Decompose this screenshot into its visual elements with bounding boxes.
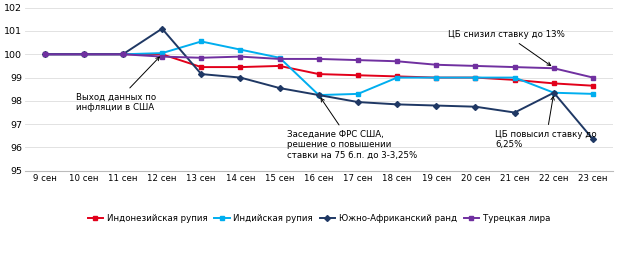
Индонезийская рупия (41, 53, 49, 56)
Индийская рупия (550, 91, 557, 94)
Text: Выход данных по
инфляции в США: Выход данных по инфляции в США (76, 57, 159, 112)
Line: Турецкая лира: Турецкая лира (42, 52, 595, 80)
Южно-Африканский ранд (159, 27, 166, 30)
Индийская рупия (511, 76, 518, 79)
Индийская рупия (393, 76, 401, 79)
Индийская рупия (237, 48, 244, 51)
Южно-Африканский ранд (41, 53, 49, 56)
Line: Индийская рупия: Индийская рупия (42, 39, 595, 97)
Южно-Африканский ранд (354, 100, 361, 103)
Индийская рупия (41, 53, 49, 56)
Южно-Африканский ранд (432, 104, 440, 107)
Индонезийская рупия (119, 53, 127, 56)
Индонезийская рупия (511, 78, 518, 81)
Южно-Африканский ранд (550, 91, 557, 94)
Турецкая лира (471, 64, 479, 68)
Турецкая лира (354, 58, 361, 62)
Южно-Африканский ранд (237, 76, 244, 79)
Индонезийская рупия (315, 73, 323, 76)
Индонезийская рупия (471, 76, 479, 79)
Индийская рупия (159, 51, 166, 55)
Индонезийская рупия (276, 64, 284, 68)
Турецкая лира (432, 63, 440, 66)
Индийская рупия (119, 53, 127, 56)
Южно-Африканский ранд (198, 73, 205, 76)
Text: ЦБ повысил ставку до
6,25%: ЦБ повысил ставку до 6,25% (495, 96, 596, 150)
Индийская рупия (471, 76, 479, 79)
Индийская рупия (354, 92, 361, 95)
Text: ЦБ снизил ставку до 13%: ЦБ снизил ставку до 13% (448, 30, 565, 66)
Индийская рупия (432, 76, 440, 79)
Индийская рупия (276, 56, 284, 59)
Индонезийская рупия (80, 53, 88, 56)
Text: Заседание ФРС США,
решение о повышении
ставки на 75 б.п. до 3-3,25%: Заседание ФРС США, решение о повышении с… (287, 98, 418, 160)
Индийская рупия (80, 53, 88, 56)
Индонезийская рупия (432, 76, 440, 79)
Турецкая лира (159, 55, 166, 58)
Индийская рупия (589, 92, 596, 95)
Индонезийская рупия (393, 75, 401, 78)
Южно-Африканский ранд (589, 138, 596, 141)
Индонезийская рупия (550, 82, 557, 85)
Южно-Африканский ранд (511, 111, 518, 114)
Турецкая лира (315, 57, 323, 61)
Турецкая лира (41, 53, 49, 56)
Южно-Африканский ранд (80, 53, 88, 56)
Индонезийская рупия (354, 74, 361, 77)
Индонезийская рупия (198, 66, 205, 69)
Турецкая лира (550, 67, 557, 70)
Индийская рупия (198, 40, 205, 43)
Южно-Африканский ранд (393, 103, 401, 106)
Южно-Африканский ранд (471, 105, 479, 108)
Турецкая лира (276, 57, 284, 61)
Турецкая лира (589, 76, 596, 79)
Line: Индонезийская рупия: Индонезийская рупия (42, 52, 595, 88)
Турецкая лира (237, 55, 244, 58)
Индонезийская рупия (589, 84, 596, 87)
Южно-Африканский ранд (276, 87, 284, 90)
Турецкая лира (80, 53, 88, 56)
Legend: Индонезийская рупия, Индийская рупия, Южно-Африканский ранд, Турецкая лира: Индонезийская рупия, Индийская рупия, Юж… (84, 211, 554, 227)
Южно-Африканский ранд (119, 53, 127, 56)
Турецкая лира (198, 56, 205, 59)
Турецкая лира (119, 53, 127, 56)
Турецкая лира (393, 60, 401, 63)
Южно-Африканский ранд (315, 94, 323, 97)
Индонезийская рупия (159, 53, 166, 56)
Турецкая лира (511, 66, 518, 69)
Индонезийская рупия (237, 66, 244, 69)
Line: Южно-Африканский ранд: Южно-Африканский ранд (42, 27, 595, 141)
Индийская рупия (315, 94, 323, 97)
